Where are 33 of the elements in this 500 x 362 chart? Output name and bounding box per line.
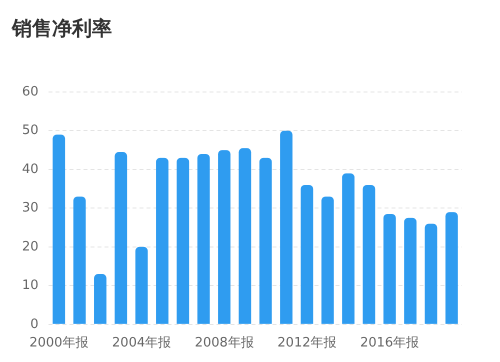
bar xyxy=(280,130,292,324)
bar xyxy=(300,184,314,324)
bar xyxy=(238,148,252,324)
x-tick-label: 2016年报 xyxy=(360,336,420,351)
y-tick-label: 60 xyxy=(22,84,39,100)
bar xyxy=(197,154,210,324)
bar xyxy=(321,196,334,324)
bar xyxy=(404,218,417,324)
y-tick-label: 40 xyxy=(22,162,39,177)
chart-title: 销售净利率 xyxy=(11,16,112,40)
bar xyxy=(135,246,148,324)
bar xyxy=(259,158,272,324)
bar xyxy=(176,158,190,324)
y-tick-label: 30 xyxy=(22,200,39,216)
x-tick-label: 2004年报 xyxy=(112,336,172,351)
bar xyxy=(383,214,396,324)
bar xyxy=(424,224,438,324)
bar xyxy=(445,212,458,324)
y-tick-label: 50 xyxy=(22,123,39,138)
bar xyxy=(156,158,168,324)
bar xyxy=(362,184,376,324)
x-tick-label: 2008年报 xyxy=(194,336,254,351)
bar xyxy=(218,150,230,324)
bar xyxy=(342,173,354,324)
y-tick-label: 20 xyxy=(22,239,39,254)
y-tick-label: 10 xyxy=(22,278,39,294)
bar xyxy=(94,274,106,324)
bar xyxy=(114,152,128,324)
x-tick-label: 2012年报 xyxy=(277,336,336,351)
bar xyxy=(52,134,66,324)
bar xyxy=(73,196,86,324)
x-tick-label: 2000年报 xyxy=(29,336,88,351)
y-tick-label: 0 xyxy=(30,316,39,332)
